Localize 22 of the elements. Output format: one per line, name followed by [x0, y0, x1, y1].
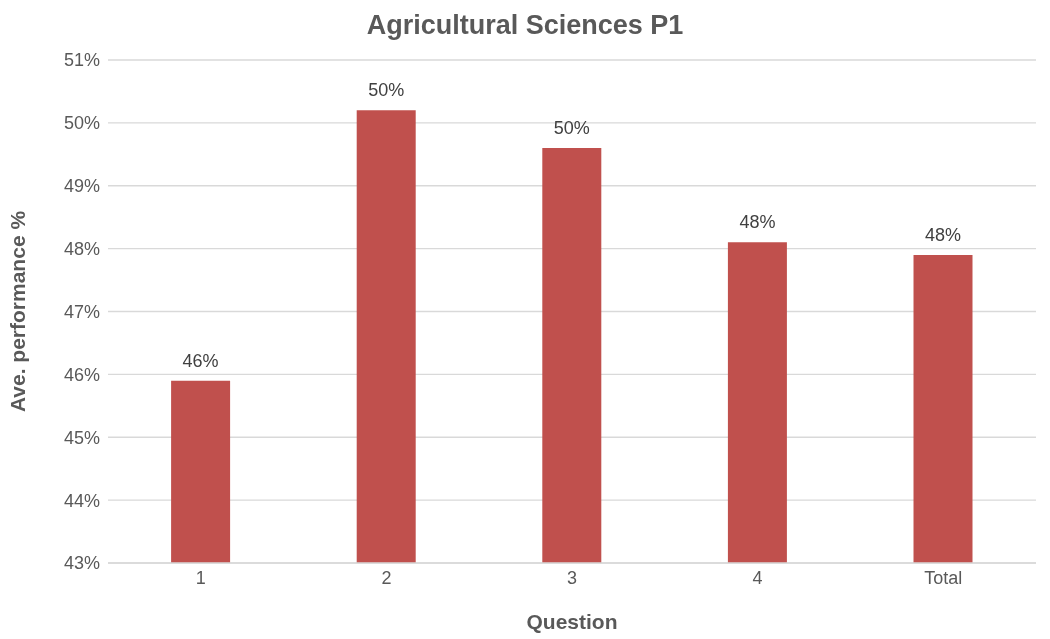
x-tick-label: 1	[195, 567, 206, 588]
y-tick-label: 49%	[63, 176, 100, 197]
y-tick-label: 50%	[63, 113, 100, 134]
data-label: 50%	[368, 80, 405, 101]
x-tick-label: 4	[752, 567, 763, 588]
x-tick-label: Total	[924, 567, 963, 588]
data-label: 46%	[182, 350, 219, 371]
data-label: 48%	[924, 224, 962, 245]
x-axis-title: Question	[526, 610, 618, 633]
y-tick-label: 48%	[63, 239, 100, 260]
data-label: 48%	[739, 212, 776, 233]
y-tick-label: 44%	[63, 490, 100, 511]
data-label: 50%	[553, 118, 590, 139]
y-tick-label: 46%	[63, 364, 100, 385]
x-tick-label: 2	[381, 567, 392, 588]
y-tick-label: 47%	[63, 301, 100, 322]
y-tick-label: 51%	[63, 50, 100, 71]
y-tick-label: 43%	[63, 553, 100, 574]
x-tick-label: 3	[566, 567, 578, 588]
y-axis-title: Ave. performance %	[6, 210, 30, 413]
y-tick-label: 45%	[63, 427, 100, 448]
chart-title: Agricultural Sciences P1	[365, 10, 685, 41]
